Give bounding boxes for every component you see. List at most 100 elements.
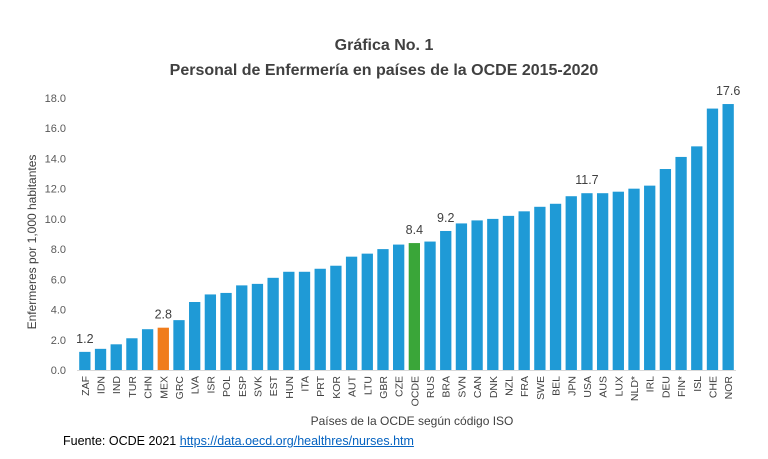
bar-grc xyxy=(173,320,185,370)
bar-che xyxy=(706,108,719,370)
x-tick-label: IND xyxy=(111,376,123,395)
y-tick-label: 0.0 xyxy=(51,365,66,377)
bar-jpn xyxy=(565,196,577,370)
y-tick-label: 6.0 xyxy=(51,274,66,286)
x-tick-label: CHE xyxy=(707,376,719,398)
y-tick-label: 12.0 xyxy=(45,184,66,196)
source-label: Fuente: OCDE 2021 xyxy=(63,434,177,448)
bar-nor xyxy=(722,104,734,370)
x-axis-ticks: ZAF IDN IND TUR CHN MEX GRC LVA ISR POL ESP SVK EST H… xyxy=(80,375,735,406)
x-tick-label: ZAF xyxy=(80,376,92,396)
y-tick-label: 10.0 xyxy=(45,214,66,226)
x-tick-label: IDN xyxy=(96,376,108,394)
y-tick-label: 4.0 xyxy=(51,305,66,317)
data-label: 9.2 xyxy=(437,211,454,225)
chart-subtitle: Personal de Enfermería en países de la O… xyxy=(170,62,599,79)
bar-bra xyxy=(440,230,452,370)
source-link[interactable]: https://data.oecd.org/healthres/nurses.h… xyxy=(179,434,414,448)
bar-gbr xyxy=(377,249,389,370)
bar-ltu xyxy=(361,253,373,370)
x-tick-label: IRL xyxy=(645,376,657,393)
y-axis-ticks: 0.0 2.0 4.0 6.0 8.0 10.0 12.0 14.0 16.0 18.0 xyxy=(45,93,66,377)
bar-dnk xyxy=(487,218,499,370)
bar-aus xyxy=(596,193,609,370)
y-tick-label: 8.0 xyxy=(51,244,66,256)
bar-cze xyxy=(393,244,405,370)
y-axis-title: Enfermeres por 1,000 habitantes xyxy=(25,155,39,330)
data-label: 17.6 xyxy=(716,84,740,98)
x-tick-label: BRA xyxy=(441,376,453,398)
x-tick-label: CHN xyxy=(143,376,155,399)
x-tick-label: MEX xyxy=(158,376,170,399)
bar-ind xyxy=(110,344,122,370)
x-tick-label: CZE xyxy=(394,376,406,397)
bar-can xyxy=(471,220,483,370)
x-tick-label: KOR xyxy=(331,376,343,399)
bar-nld xyxy=(628,188,640,370)
x-tick-label: GRC xyxy=(174,376,186,400)
bar-zaf xyxy=(79,351,91,370)
bar-aut xyxy=(345,256,358,370)
x-tick-label: HUN xyxy=(284,376,296,399)
chart-title: Gráfica No. 1 xyxy=(335,37,434,54)
x-tick-label: SVN xyxy=(456,376,468,398)
bar-fra xyxy=(518,211,530,370)
bar-svk xyxy=(251,283,264,370)
x-tick-label: NLD* xyxy=(629,376,641,401)
bar-ita xyxy=(298,271,311,370)
x-tick-label: LVA xyxy=(190,376,202,394)
x-tick-label: NZL xyxy=(503,376,515,396)
x-tick-label: NOR xyxy=(723,376,735,400)
x-tick-label: PRT xyxy=(315,375,327,396)
bar-mex xyxy=(157,327,169,370)
data-labels-group: 1.2 2.8 8.4 9.2 11.7 17.6 xyxy=(76,84,740,346)
x-tick-label: LTU xyxy=(362,376,374,395)
x-tick-label: EST xyxy=(268,375,280,396)
x-tick-label: DEU xyxy=(660,376,672,398)
x-tick-label: USA xyxy=(582,376,594,398)
x-tick-label: AUS xyxy=(598,376,610,398)
x-axis-title: Países de la OCDE según código ISO xyxy=(311,414,514,428)
bar-est xyxy=(267,277,279,370)
data-label: 2.8 xyxy=(155,308,172,322)
x-tick-label: SVK xyxy=(252,376,264,397)
x-tick-label: FIN* xyxy=(676,376,688,397)
x-tick-label: SWE xyxy=(535,376,547,400)
bar-usa xyxy=(581,193,593,370)
bar-kor xyxy=(330,265,342,370)
x-tick-label: LUX xyxy=(613,376,625,396)
bar-isr xyxy=(204,294,217,370)
bar-rus xyxy=(424,241,436,370)
x-tick-label: ISL xyxy=(692,376,704,392)
bar-swe xyxy=(534,206,546,370)
y-tick-label: 18.0 xyxy=(45,93,66,105)
bar-bel xyxy=(549,203,562,370)
bar-lux xyxy=(612,191,624,370)
bar-hun xyxy=(283,271,295,370)
source-note: Fuente: OCDE 2021 https://data.oecd.org/… xyxy=(63,434,414,448)
x-tick-label: CAN xyxy=(472,376,484,398)
x-tick-label: ISR xyxy=(205,376,217,394)
x-tick-label: AUT xyxy=(347,375,359,397)
x-tick-label: TUR xyxy=(127,376,139,398)
x-tick-label: ITA xyxy=(300,376,312,392)
x-tick-label: GBR xyxy=(378,376,390,399)
bar-ocde xyxy=(408,243,420,370)
x-tick-label: ESP xyxy=(237,376,249,397)
bar-chn xyxy=(141,329,154,370)
bars-group xyxy=(79,104,734,370)
bar-esp xyxy=(236,285,248,370)
y-tick-label: 2.0 xyxy=(51,335,66,347)
x-tick-label: OCDE xyxy=(409,376,421,406)
x-tick-label: POL xyxy=(221,376,233,397)
data-label: 1.2 xyxy=(76,332,93,346)
data-label: 8.4 xyxy=(406,223,423,237)
bar-nzl xyxy=(502,215,515,370)
bar-prt xyxy=(314,268,326,370)
bar-svn xyxy=(455,223,468,370)
x-tick-label: JPN xyxy=(566,376,578,396)
bar-fin xyxy=(675,156,687,370)
bar-deu xyxy=(659,169,672,370)
x-tick-label: FRA xyxy=(519,376,531,397)
